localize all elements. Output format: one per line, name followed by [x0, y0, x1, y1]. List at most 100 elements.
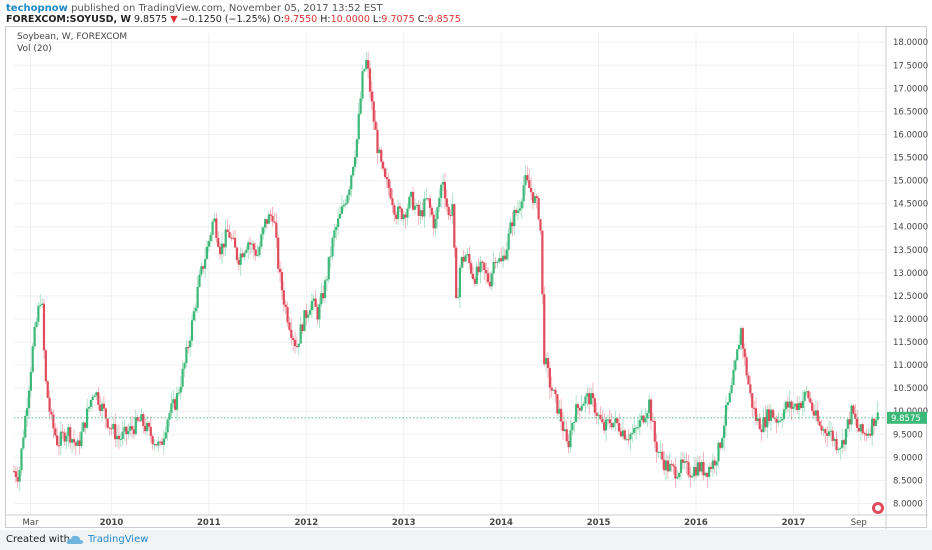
candle-body: [44, 350, 47, 382]
candle-body: [172, 399, 175, 404]
candle-body: [84, 422, 87, 428]
chart-legend-title: Soybean, W, FOREXCOM: [17, 32, 128, 42]
candle-body: [80, 431, 83, 447]
candle-body: [653, 421, 656, 442]
candle-body: [505, 249, 508, 260]
candle-body: [593, 398, 596, 413]
candle-body: [468, 254, 471, 264]
candle-body: [207, 241, 210, 247]
candle-body: [404, 214, 407, 218]
candle-body: [724, 405, 728, 426]
event-flag-icon-center: [875, 505, 881, 511]
candle-body: [175, 393, 179, 410]
footer-bar: Created with TradingView: [0, 530, 932, 550]
candle-body: [492, 261, 495, 274]
candle-body: [779, 420, 782, 422]
candle-body: [41, 303, 44, 305]
candle-body: [48, 397, 51, 412]
candle-body: [470, 263, 473, 274]
candle-body: [578, 408, 581, 411]
candle-body: [824, 429, 827, 434]
candle-body: [612, 422, 615, 428]
candle-body: [599, 414, 602, 420]
candle-body: [70, 439, 74, 443]
candle-body: [419, 210, 422, 216]
candle-body: [723, 425, 726, 439]
candle-body: [610, 423, 613, 428]
candle-body: [35, 321, 38, 327]
candle-body: [153, 444, 156, 446]
candle-body: [603, 422, 606, 431]
candle-body: [157, 441, 160, 446]
candle-body: [520, 201, 523, 209]
candle-body: [385, 176, 388, 180]
candle-body: [503, 255, 506, 260]
candle-body: [183, 363, 186, 369]
candle-body: [209, 234, 212, 242]
candle-body: [104, 408, 107, 419]
candle-body: [481, 261, 484, 263]
candle-body: [395, 214, 398, 220]
candle-body: [691, 476, 694, 478]
volume-indicator-label[interactable]: Vol (20): [17, 44, 52, 54]
candle-body: [790, 401, 793, 409]
created-with-text: Created with: [6, 534, 70, 545]
candle-body: [20, 448, 23, 471]
candle-body: [72, 439, 76, 443]
candle-body: [586, 393, 589, 397]
candle-body: [646, 412, 649, 419]
candle-body: [565, 429, 568, 442]
candle-body: [204, 258, 207, 269]
author-link[interactable]: techopnow: [6, 3, 68, 14]
candle-body: [65, 435, 68, 442]
candle-body: [859, 424, 862, 432]
candle-body: [383, 168, 387, 177]
candle-body: [447, 206, 450, 215]
candle-body: [485, 270, 488, 274]
candle-body: [248, 242, 252, 245]
candle-body: [571, 422, 574, 431]
candle-body: [443, 182, 447, 199]
candle-body: [576, 404, 580, 409]
candle-body: [796, 403, 799, 410]
candle-body: [363, 69, 366, 72]
candle-body: [633, 428, 636, 433]
candle-body: [857, 427, 861, 432]
candle-body: [595, 412, 598, 416]
candle-body: [589, 393, 593, 405]
candle-body: [297, 343, 300, 347]
y-tick-label: 9.5000: [893, 430, 923, 440]
candle-body: [59, 431, 62, 446]
candle-body: [325, 279, 329, 281]
x-tick-label: 2011: [197, 518, 221, 528]
candle-body: [657, 451, 660, 453]
y-tick-label: 16.5000: [893, 107, 928, 117]
candle-body: [54, 428, 57, 436]
candle-body: [230, 237, 233, 239]
candle-body: [348, 189, 351, 196]
candle-body: [117, 435, 121, 440]
candle-body: [26, 408, 29, 416]
chart-frame[interactable]: 8.00008.50009.00009.500010.000010.500011…: [5, 26, 928, 529]
candle-body: [745, 357, 748, 376]
candle-body: [400, 208, 403, 219]
candle-body: [164, 432, 167, 439]
candle-body: [134, 417, 137, 435]
candle-body: [144, 425, 147, 432]
candle-body: [666, 460, 670, 472]
candle-body: [213, 218, 216, 222]
candle-body: [434, 218, 437, 229]
candle-body: [777, 420, 780, 423]
candle-body: [145, 422, 149, 432]
tradingview-brand-link[interactable]: TradingView: [88, 534, 149, 545]
candle-body: [807, 391, 810, 399]
candle-body: [428, 198, 432, 208]
candle-body: [554, 389, 557, 395]
candle-body: [233, 237, 237, 248]
candle-body: [293, 340, 297, 347]
y-tick-label: 12.5000: [893, 292, 928, 302]
candle-body: [162, 438, 165, 445]
candle-body: [181, 368, 184, 387]
price-chart[interactable]: 8.00008.50009.00009.500010.000010.500011…: [6, 27, 928, 529]
candle-body: [741, 328, 744, 349]
